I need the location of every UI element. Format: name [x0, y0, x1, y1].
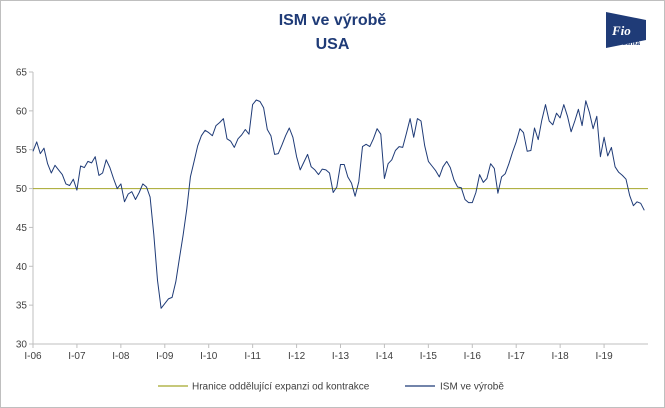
x-tick-label: I-09 [156, 351, 174, 362]
y-tick-label: 55 [16, 145, 28, 156]
legend-label-ism: ISM ve výrobě [440, 382, 504, 393]
logo-flag-shape [606, 12, 646, 48]
x-tick-label: I-12 [288, 351, 306, 362]
y-tick-label: 35 [16, 301, 28, 312]
y-tick-label: 45 [16, 223, 28, 234]
x-tick-label: I-19 [595, 351, 613, 362]
logo-text: Fio [611, 23, 631, 38]
x-tick-label: I-06 [24, 351, 42, 362]
y-tick-label: 65 [16, 68, 28, 79]
legend: Hranice oddělující expanzi od kontrakce I… [158, 382, 504, 393]
x-tick-label: I-11 [244, 351, 261, 362]
legend-label-threshold: Hranice oddělující expanzi od kontrakce [192, 382, 370, 393]
plot-area [32, 99, 648, 309]
x-tick-label: I-14 [376, 351, 394, 362]
chart-title: ISM ve výrobě [278, 12, 387, 29]
fio-banka-logo: Fio [606, 12, 646, 48]
x-tick-label: I-18 [552, 351, 570, 362]
x-tick-label: I-10 [200, 351, 218, 362]
x-tick-label: I-07 [68, 351, 86, 362]
ism-series-line [32, 99, 645, 309]
x-tick-label: I-17 [508, 351, 526, 362]
y-tick-label: 60 [16, 106, 28, 117]
x-tick-label: I-08 [112, 351, 130, 362]
x-tick-label: I-16 [464, 351, 482, 362]
logo-label: Fio banka [611, 41, 640, 47]
x-tick-label: I-13 [332, 351, 350, 362]
x-axis: I-06 I-07 I-08 I-09 I-10 I-11 I-12 I-13 I-14 I-15… [24, 343, 648, 362]
y-tick-label: 30 [16, 340, 28, 351]
chart-subtitle: USA [315, 36, 350, 53]
x-tick-label: I-15 [420, 351, 438, 362]
y-axis: 30 35 40 45 50 55 60 65 [16, 68, 34, 351]
y-tick-label: 40 [16, 262, 28, 273]
y-tick-label: 50 [16, 184, 28, 195]
